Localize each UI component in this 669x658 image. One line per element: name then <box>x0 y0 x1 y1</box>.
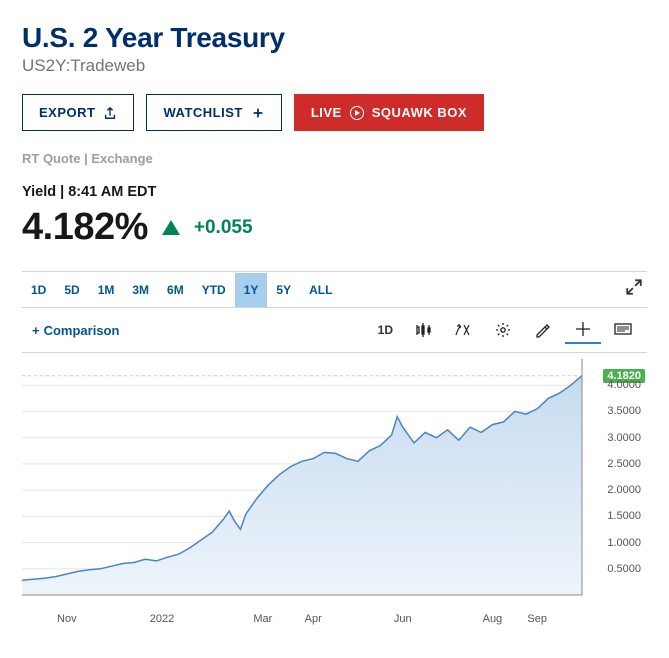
range-5d[interactable]: 5D <box>55 273 88 307</box>
range-bar: 1D5D1M3M6MYTD1Y5YALL <box>22 271 647 308</box>
export-button[interactable]: EXPORT <box>22 94 134 131</box>
expand-button[interactable] <box>621 272 647 307</box>
y-axis-label: 4.0000 <box>607 379 641 391</box>
play-icon <box>350 106 364 120</box>
x-axis-label: Jun <box>394 613 412 625</box>
comparison-label: Comparison <box>44 323 120 338</box>
plus-icon: + <box>32 323 40 338</box>
crosshair-icon <box>575 321 591 337</box>
interval-selector[interactable]: 1D <box>370 316 401 344</box>
comment-icon <box>614 323 632 337</box>
watchlist-button[interactable]: WATCHLIST <box>146 94 281 131</box>
y-axis-label: 1.5000 <box>607 510 641 522</box>
y-axis-label: 2.5000 <box>607 458 641 470</box>
live-button[interactable]: LIVE SQUAWK BOX <box>294 94 484 131</box>
range-tabs: 1D5D1M3M6MYTD1Y5YALL <box>22 273 341 307</box>
live-label: LIVE <box>311 105 342 120</box>
x-axis-label: Aug <box>483 613 503 625</box>
up-arrow-icon <box>162 220 180 235</box>
action-buttons: EXPORT WATCHLIST LIVE SQUAWK BOX <box>22 94 647 131</box>
x-axis-label: Sep <box>527 613 547 625</box>
comparison-button[interactable]: + Comparison <box>28 323 119 338</box>
fx-icon <box>454 322 472 338</box>
yield-timestamp: Yield | 8:41 AM EDT <box>22 184 647 200</box>
chart-toolbar: + Comparison 1D <box>22 308 647 353</box>
draw-button[interactable] <box>525 316 561 344</box>
range-1y[interactable]: 1Y <box>235 273 268 307</box>
range-all[interactable]: ALL <box>300 273 341 307</box>
range-1d[interactable]: 1D <box>22 273 55 307</box>
y-axis-label: 2.0000 <box>607 484 641 496</box>
x-axis-label: 2022 <box>150 613 174 625</box>
y-axis-label: 3.0000 <box>607 432 641 444</box>
ticker-subtitle: US2Y:Tradeweb <box>22 56 647 76</box>
export-label: EXPORT <box>39 105 95 120</box>
export-icon <box>103 106 117 120</box>
page-title: U.S. 2 Year Treasury <box>22 22 647 54</box>
y-axis-label: 3.5000 <box>607 405 641 417</box>
range-5y[interactable]: 5Y <box>267 273 300 307</box>
range-3m[interactable]: 3M <box>123 273 158 307</box>
chart-svg <box>22 359 632 619</box>
expand-icon <box>625 278 643 296</box>
settings-button[interactable] <box>485 316 521 344</box>
y-axis-label: 0.5000 <box>607 563 641 575</box>
rt-quote-label: RT Quote | Exchange <box>22 151 647 166</box>
yield-change: +0.055 <box>194 217 253 239</box>
squawk-label: SQUAWK BOX <box>372 105 467 120</box>
indicators-button[interactable] <box>445 316 481 344</box>
yield-value: 4.182% <box>22 206 148 249</box>
y-axis-label: 1.0000 <box>607 537 641 549</box>
range-6m[interactable]: 6M <box>158 273 193 307</box>
candlestick-icon <box>414 322 432 338</box>
annotate-button[interactable] <box>605 316 641 344</box>
chart-type-button[interactable] <box>405 316 441 344</box>
x-axis-label: Apr <box>305 613 322 625</box>
pencil-icon <box>534 322 552 338</box>
range-ytd[interactable]: YTD <box>193 273 235 307</box>
x-axis-label: Mar <box>253 613 272 625</box>
plus-icon <box>251 106 265 120</box>
crosshair-button[interactable] <box>565 316 601 344</box>
range-1m[interactable]: 1M <box>89 273 124 307</box>
quote-row: 4.182% +0.055 <box>22 206 647 249</box>
yield-chart[interactable]: 4.18200.50001.00001.50002.00002.50003.00… <box>22 359 647 625</box>
gear-icon <box>495 322 511 338</box>
watchlist-label: WATCHLIST <box>163 105 242 120</box>
x-axis-label: Nov <box>57 613 77 625</box>
